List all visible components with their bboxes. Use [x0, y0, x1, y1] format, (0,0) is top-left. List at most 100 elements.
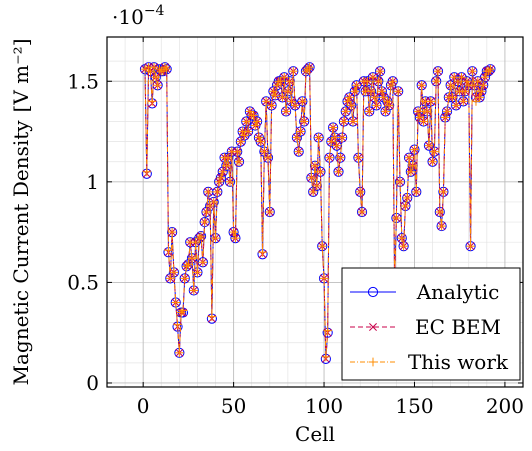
y-axis-label: Magnetic Current Density[V m⁻²]: [9, 38, 33, 385]
point-this-work: [162, 64, 172, 74]
point-this-work: [216, 173, 226, 183]
point-this-work: [451, 100, 461, 110]
point-this-work: [332, 141, 342, 151]
point-this-work: [305, 62, 314, 72]
point-analytic: [252, 116, 263, 127]
point-this-work: [198, 257, 208, 267]
point-this-work: [296, 127, 305, 136]
y-tick-label: 0.5: [67, 270, 99, 294]
point-this-work: [270, 90, 280, 100]
point-analytic: [497, 0, 506, 5]
point-this-work: [382, 96, 392, 106]
point-this-work: [321, 352, 331, 362]
legend: Analytic EC BEM This work: [341, 267, 521, 381]
point-this-work: [317, 241, 327, 251]
point-this-work: [366, 86, 376, 96]
point-analytic: [255, 136, 266, 147]
point-this-work: [169, 267, 179, 277]
x-tick-label: 50: [221, 394, 246, 418]
point-this-work: [348, 117, 358, 126]
point-this-work: [285, 76, 295, 86]
point-this-work: [158, 66, 168, 76]
point-this-work: [368, 72, 378, 82]
point-this-work: [278, 92, 287, 102]
point-this-work: [343, 96, 352, 106]
point-this-work: [299, 117, 309, 126]
point-this-work: [225, 177, 235, 187]
point-this-work: [312, 181, 322, 191]
point-this-work: [429, 147, 439, 157]
point-this-work: [433, 66, 443, 76]
point-this-work: [229, 227, 239, 237]
point-this-work: [466, 241, 475, 251]
point-this-work: [231, 233, 240, 243]
point-this-work: [245, 107, 255, 116]
point-this-work: [399, 241, 409, 251]
point-this-work: [165, 273, 175, 283]
point-this-work: [187, 253, 197, 263]
point-analytic: [387, 76, 398, 87]
point-this-work: [391, 213, 401, 223]
x-tick-label: 100: [305, 394, 343, 418]
point-this-work: [435, 207, 445, 217]
point-this-work: [243, 127, 253, 136]
point-analytic: [396, 233, 407, 244]
point-analytic: [233, 156, 245, 167]
point-this-work: [240, 131, 249, 140]
point-this-work: [241, 117, 251, 126]
point-analytic: [181, 261, 192, 272]
point-this-work: [484, 66, 494, 76]
point-this-work: [477, 86, 486, 96]
x-axis-label: Cell: [295, 422, 335, 446]
x-tick-label: 0: [137, 394, 150, 418]
point-this-work: [337, 133, 347, 142]
point-this-work: [364, 107, 374, 116]
point-this-work: [415, 113, 425, 122]
point-this-work: [160, 62, 170, 72]
point-this-work: [212, 187, 222, 197]
point-analytic: [159, 62, 170, 73]
point-this-work: [442, 107, 452, 116]
point-this-work: [446, 80, 456, 90]
point-this-work: [279, 72, 289, 82]
point-this-work: [167, 227, 177, 237]
point-this-work: [373, 76, 383, 86]
point-this-work: [335, 153, 345, 163]
point-analytic: [495, 0, 504, 5]
point-this-work: [236, 137, 246, 146]
y-tick-label: 0: [86, 371, 99, 395]
point-this-work: [426, 96, 436, 106]
point-this-work: [448, 92, 457, 102]
point-this-work: [402, 193, 412, 203]
y-tick-label: 1: [86, 170, 99, 194]
point-analytic: [488, 0, 497, 5]
point-this-work: [310, 161, 320, 171]
point-analytic: [489, 0, 498, 5]
axis-ticks: 0 50 100 150 200 0 0.5 1 1.5: [67, 37, 524, 418]
point-this-work: [379, 92, 389, 102]
point-this-work: [334, 167, 343, 177]
point-analytic: [340, 106, 351, 117]
point-this-work: [249, 111, 258, 120]
point-analytic: [485, 64, 496, 75]
point-this-work: [146, 66, 155, 76]
point-this-work: [475, 92, 484, 102]
point-this-work: [319, 273, 329, 283]
point-this-work: [354, 153, 363, 163]
legend-label-ec-bem: EC BEM: [415, 315, 501, 339]
point-this-work: [341, 107, 351, 116]
y-multiplier: ·10−4: [112, 3, 165, 29]
point-this-work: [259, 147, 269, 157]
point-analytic: [380, 106, 391, 117]
point-this-work: [153, 80, 163, 90]
point-this-work: [303, 64, 313, 74]
point-this-work: [372, 100, 381, 110]
point-this-work: [424, 141, 434, 151]
point-this-work: [467, 66, 477, 76]
point-this-work: [471, 96, 481, 106]
point-analytic: [500, 0, 509, 5]
point-this-work: [196, 231, 206, 241]
point-this-work: [397, 233, 407, 243]
x-tick-label: 150: [395, 394, 433, 418]
point-this-work: [147, 96, 157, 106]
